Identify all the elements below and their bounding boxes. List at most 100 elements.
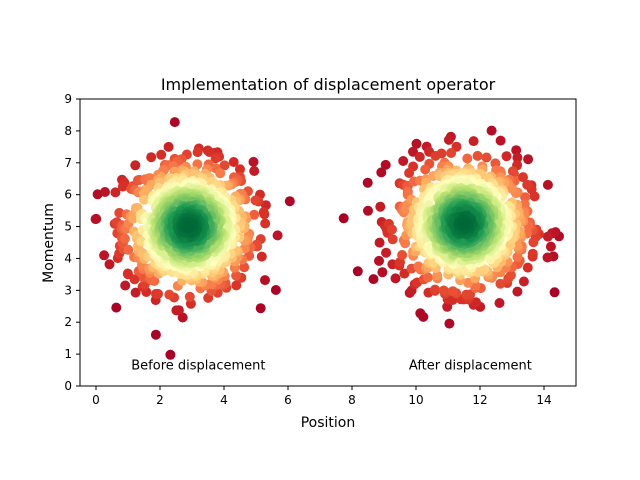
y-tick-label: 1 (64, 347, 72, 361)
point-before-displacement (169, 117, 180, 128)
point-after-displacement (374, 237, 385, 248)
point-after-displacement (527, 248, 538, 259)
point-after-displacement (338, 213, 349, 224)
point-after-displacement (352, 266, 363, 277)
point-before-displacement (210, 153, 221, 164)
point-after-displacement (523, 154, 534, 165)
point-after-displacement (363, 205, 373, 216)
y-tick-label: 5 (64, 220, 72, 234)
point-before-displacement (123, 244, 134, 255)
point-after-displacement (362, 177, 373, 188)
point-after-displacement (512, 286, 523, 297)
point-after-displacement (512, 252, 523, 262)
y-tick-label: 9 (64, 92, 72, 106)
point-after-displacement (387, 234, 398, 245)
point-after-displacement (495, 278, 506, 289)
point-before-displacement (139, 194, 149, 205)
point-after-displacement (420, 164, 431, 175)
point-after-displacement (381, 247, 392, 258)
y-tick-label: 2 (64, 315, 72, 329)
point-before-displacement (104, 259, 115, 270)
point-before-displacement (250, 195, 261, 206)
point-after-displacement (529, 191, 540, 202)
point-before-displacement (215, 168, 226, 179)
point-before-displacement (173, 305, 184, 316)
point-after-displacement (518, 276, 529, 287)
point-before-displacement (120, 280, 131, 291)
point-after-displacement (462, 153, 473, 164)
plot-points (90, 117, 564, 360)
point-after-displacement (411, 138, 422, 149)
point-after-displacement (522, 179, 533, 190)
point-after-displacement (375, 201, 386, 212)
point-before-displacement (99, 250, 110, 261)
x-tick-label: 6 (284, 393, 292, 407)
point-after-displacement (438, 285, 449, 296)
point-after-displacement (495, 135, 506, 146)
point-before-displacement (183, 221, 194, 231)
y-tick-label: 4 (64, 251, 72, 265)
point-after-displacement (479, 264, 490, 275)
point-before-displacement (270, 285, 281, 295)
point-after-displacement (528, 237, 539, 248)
point-before-displacement (117, 181, 128, 192)
x-tick-label: 14 (536, 393, 551, 407)
point-after-displacement (468, 136, 479, 147)
point-after-displacement (368, 274, 379, 285)
plot-frame (79, 98, 577, 387)
point-after-displacement (399, 268, 410, 279)
point-after-displacement (505, 270, 516, 281)
point-before-displacement (255, 303, 266, 314)
point-before-displacement (249, 166, 260, 176)
x-axis-ticks: 0 2 4 6 8 10 12 14 (92, 386, 552, 407)
point-after-displacement (542, 231, 553, 242)
annotation-after-displacement: After displacement (409, 358, 532, 373)
point-before-displacement (111, 302, 122, 313)
point-after-displacement (397, 250, 408, 260)
point-before-displacement (260, 218, 271, 229)
y-tick-label: 0 (64, 379, 72, 393)
point-after-displacement (549, 287, 560, 298)
point-after-displacement (446, 148, 457, 158)
point-before-displacement (248, 156, 259, 167)
point-after-displacement (377, 267, 388, 278)
y-axis-label: Momentum (41, 203, 57, 283)
x-tick-label: 0 (92, 393, 100, 407)
point-before-displacement (239, 262, 250, 273)
point-before-displacement (130, 287, 141, 298)
point-after-displacement (413, 261, 424, 272)
point-before-displacement (156, 149, 167, 160)
point-after-displacement (512, 152, 523, 163)
point-after-displacement (522, 262, 533, 273)
y-tick-label: 6 (64, 188, 72, 202)
point-before-displacement (128, 213, 139, 224)
point-before-displacement (122, 268, 133, 279)
point-after-displacement (542, 252, 553, 263)
point-after-displacement (458, 218, 469, 228)
point-after-displacement (414, 151, 425, 162)
annotations: Before displacement After displacement (131, 358, 532, 373)
point-before-displacement (130, 160, 141, 171)
point-after-displacement (374, 255, 384, 266)
point-after-displacement (444, 318, 455, 329)
point-before-displacement (142, 184, 153, 195)
point-before-displacement (110, 187, 121, 198)
point-before-displacement (219, 160, 230, 171)
point-before-displacement (258, 207, 269, 218)
point-before-displacement (164, 289, 175, 300)
point-before-displacement (184, 291, 195, 302)
point-before-displacement (163, 141, 174, 152)
y-axis-ticks: 0 1 2 3 4 5 6 7 8 9 (64, 92, 80, 393)
x-tick-label: 12 (472, 393, 487, 407)
y-tick-label: 3 (64, 283, 72, 297)
point-before-displacement (146, 152, 157, 163)
point-after-displacement (415, 308, 426, 319)
point-after-displacement (398, 156, 409, 166)
point-before-displacement (119, 233, 130, 244)
point-after-displacement (387, 224, 397, 235)
x-tick-label: 8 (348, 393, 356, 407)
point-after-displacement (376, 167, 387, 178)
point-before-displacement (228, 157, 239, 167)
annotation-before-displacement: Before displacement (131, 358, 265, 373)
